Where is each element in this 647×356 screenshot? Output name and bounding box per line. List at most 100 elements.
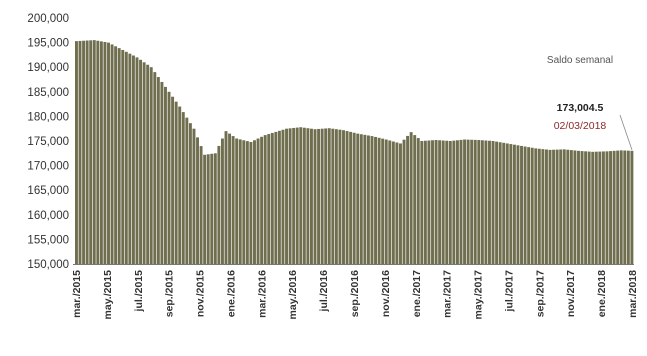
bar — [630, 150, 634, 264]
bar — [295, 127, 299, 264]
x-tick-label: jul./2017 — [503, 270, 515, 313]
x-tick-label: nov./2017 — [565, 270, 577, 317]
x-axis: mar./2015 may./2015 jul./2015 sep./2015 nov.… — [71, 270, 639, 320]
bar — [395, 142, 399, 264]
bar — [309, 128, 313, 264]
x-tick-label: nov./2016 — [380, 270, 392, 317]
bar — [210, 153, 214, 264]
x-tick-label: mar./2017 — [442, 270, 454, 318]
bar — [263, 135, 267, 264]
bar — [388, 140, 392, 264]
annotation-date: 02/03/2018 — [554, 120, 607, 132]
bar — [402, 139, 406, 264]
bar — [612, 150, 616, 264]
bar — [466, 139, 470, 264]
bars-group — [75, 40, 634, 265]
annotation-title: Saldo semanal — [547, 55, 613, 66]
bar — [317, 128, 321, 264]
bar — [626, 150, 630, 264]
bar — [206, 154, 210, 264]
bar — [559, 149, 563, 264]
x-tick-label: ene./2018 — [596, 270, 608, 317]
bar — [516, 145, 520, 264]
bar — [82, 40, 86, 265]
bar — [377, 137, 381, 264]
bar — [231, 136, 235, 264]
bar — [242, 140, 246, 264]
x-tick-label: jul./2015 — [133, 270, 145, 313]
bar — [320, 128, 324, 264]
bar — [541, 149, 545, 264]
bar — [128, 53, 132, 264]
bar — [455, 140, 459, 264]
bar — [107, 42, 110, 264]
bar — [480, 140, 484, 264]
bar — [96, 40, 100, 264]
bar — [577, 150, 580, 264]
bar — [427, 140, 431, 264]
x-tick-label: mar./2015 — [71, 270, 83, 318]
bar — [459, 139, 463, 264]
bar — [213, 153, 217, 264]
bar — [391, 141, 395, 264]
bar — [562, 149, 566, 264]
bar — [220, 138, 224, 264]
bar — [274, 131, 278, 264]
y-tick-label: 190,000 — [27, 62, 69, 74]
bar — [277, 130, 281, 264]
bar — [253, 140, 256, 264]
bar — [505, 143, 509, 264]
bar — [584, 151, 588, 264]
bar — [228, 133, 232, 264]
bar — [420, 141, 424, 264]
bar — [192, 128, 196, 264]
bar — [520, 145, 523, 264]
bar — [92, 40, 96, 264]
bar — [260, 136, 264, 264]
x-tick-label: sep./2017 — [534, 270, 546, 317]
bar — [381, 138, 385, 264]
bar — [587, 151, 591, 264]
bar — [188, 123, 192, 264]
bar — [431, 140, 434, 264]
bar — [598, 151, 602, 264]
annotation-leader-line — [619, 114, 633, 151]
x-tick-label: may./2015 — [102, 270, 114, 320]
bar — [544, 149, 548, 264]
bar — [292, 127, 296, 265]
bar — [366, 135, 370, 264]
bar — [374, 136, 377, 264]
bar — [573, 150, 577, 264]
bar — [619, 150, 623, 264]
bar — [327, 128, 331, 264]
bar — [523, 146, 527, 264]
bar — [509, 144, 513, 264]
bar — [601, 151, 605, 264]
x-tick-label: nov./2015 — [195, 270, 207, 317]
bar — [616, 150, 620, 264]
y-tick-label: 165,000 — [27, 185, 69, 197]
bar — [302, 127, 306, 264]
bar — [470, 139, 474, 264]
bar — [238, 139, 242, 264]
bar — [359, 134, 363, 264]
bar — [530, 147, 534, 264]
bar — [167, 91, 171, 264]
bar — [416, 138, 420, 264]
bar — [135, 57, 139, 264]
bar — [78, 40, 82, 265]
bar — [299, 127, 303, 264]
bar — [406, 135, 410, 264]
bar — [139, 59, 143, 264]
x-tick-label: ene./2016 — [225, 270, 237, 317]
bar — [178, 106, 182, 264]
bar — [484, 140, 488, 264]
bar — [352, 132, 356, 264]
bar — [256, 138, 260, 264]
bar — [555, 149, 559, 264]
bar — [217, 145, 221, 264]
bar — [438, 140, 442, 264]
bar — [580, 151, 584, 264]
y-tick-label: 150,000 — [27, 259, 69, 271]
bar — [114, 46, 118, 264]
